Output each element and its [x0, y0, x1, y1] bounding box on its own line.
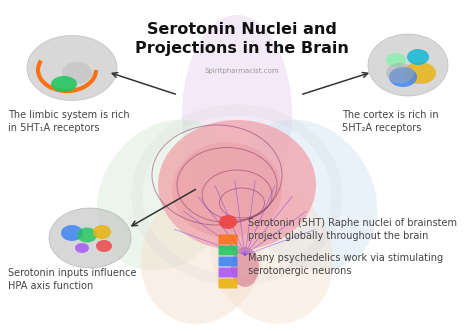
Ellipse shape — [386, 63, 414, 83]
Ellipse shape — [219, 215, 237, 229]
Ellipse shape — [404, 62, 436, 84]
Ellipse shape — [211, 186, 333, 324]
Text: Serotonin Nuclei and
Projections in the Brain: Serotonin Nuclei and Projections in the … — [135, 22, 349, 56]
Ellipse shape — [51, 76, 77, 92]
FancyBboxPatch shape — [219, 257, 237, 266]
FancyBboxPatch shape — [219, 246, 237, 256]
Ellipse shape — [75, 243, 89, 253]
Ellipse shape — [386, 53, 406, 67]
FancyBboxPatch shape — [219, 278, 237, 289]
Ellipse shape — [182, 15, 292, 215]
Ellipse shape — [389, 67, 417, 87]
Text: The limbic system is rich
in 5HT₁A receptors: The limbic system is rich in 5HT₁A recep… — [8, 110, 129, 133]
Ellipse shape — [93, 225, 111, 239]
Text: Serotonin (5HT) Raphe nuclei of brainstem
project globally throughout the brain: Serotonin (5HT) Raphe nuclei of brainste… — [248, 218, 457, 241]
Ellipse shape — [61, 225, 83, 241]
Ellipse shape — [237, 119, 377, 270]
Text: Many psychedelics work via stimulating
serotonergic neurons: Many psychedelics work via stimulating s… — [248, 253, 443, 276]
Ellipse shape — [96, 240, 112, 252]
FancyBboxPatch shape — [219, 234, 237, 245]
Text: Spiritpharmacist.com: Spiritpharmacist.com — [205, 68, 279, 74]
Ellipse shape — [62, 62, 92, 84]
Ellipse shape — [231, 247, 259, 287]
Ellipse shape — [97, 119, 237, 270]
Text: The cortex is rich in
5HT₂A receptors: The cortex is rich in 5HT₂A receptors — [342, 110, 438, 133]
FancyBboxPatch shape — [219, 267, 237, 277]
Ellipse shape — [49, 208, 131, 268]
Ellipse shape — [172, 143, 282, 238]
Ellipse shape — [27, 35, 117, 101]
Ellipse shape — [407, 49, 429, 65]
Ellipse shape — [141, 186, 263, 324]
Ellipse shape — [158, 120, 316, 250]
Ellipse shape — [77, 227, 97, 243]
Ellipse shape — [368, 34, 448, 96]
Text: Serotonin inputs influence
HPA axis function: Serotonin inputs influence HPA axis func… — [8, 268, 137, 291]
